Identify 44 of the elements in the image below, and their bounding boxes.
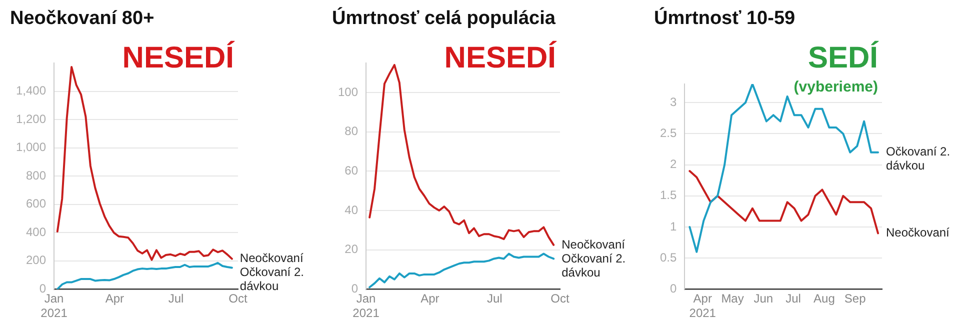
y-tick-label: 3 (670, 94, 677, 109)
series-label: Očkovaní 2. dávkou (886, 144, 950, 173)
y-tick-label: 80 (344, 124, 358, 138)
x-tick-label: Aug (814, 292, 835, 306)
y-tick-label: 600 (26, 196, 46, 211)
y-tick-label: 40 (344, 202, 358, 217)
series-label: Neočkovaní (562, 237, 626, 252)
y-tick-label: 800 (26, 168, 46, 182)
x-tick-label: May (721, 292, 744, 306)
y-tick-label: 2 (670, 157, 677, 172)
y-tick-label: 1,400 (16, 84, 46, 98)
chart-title: Úmrtnosť celá populácia (331, 8, 556, 31)
series-label: Neočkovaní (240, 251, 304, 266)
series-label: Neočkovaní (886, 226, 950, 240)
x-tick-label: Jul (786, 292, 801, 306)
chart-title: Úmrtnosť 10-59 (653, 8, 796, 31)
x-tick-label: Apr 2021 (689, 292, 716, 320)
y-tick-label: 200 (26, 253, 46, 268)
text: SEDÍ (808, 40, 879, 74)
x-tick-label: Jul (486, 292, 502, 306)
x-tick-label: Apr (105, 292, 124, 306)
series-label: Očkovaní 2. dávkou (240, 265, 304, 294)
y-tick-label: 20 (344, 242, 358, 256)
chart-title: Neočkovaní 80+ (9, 8, 156, 31)
y-tick-label: 400 (26, 224, 46, 239)
y-tick-label: 1,200 (16, 112, 46, 126)
y-tick-label: 0 (670, 282, 677, 296)
annotation: NESEDÍ (444, 40, 557, 74)
y-tick-label: 1.5 (660, 188, 677, 202)
y-tick-label: 1 (670, 219, 677, 234)
y-tick-label: 60 (344, 163, 358, 178)
x-tick-label: Jul (168, 292, 184, 306)
annotation: NESEDÍ (122, 40, 235, 74)
x-tick-label: Oct (228, 292, 248, 306)
x-tick-label: Jun (754, 292, 774, 306)
annotation: (vyberieme) (794, 78, 878, 96)
x-tick-label: Oct (550, 292, 570, 306)
x-tick-label: Sep (844, 292, 866, 306)
y-tick-label: 1,000 (16, 140, 46, 154)
x-tick-label: Apr (420, 292, 440, 306)
y-tick-label: 0.5 (660, 250, 677, 264)
series-label: Očkovaní 2. dávkou (562, 251, 626, 280)
y-tick-label: 100 (338, 84, 358, 99)
y-tick-label: 2.5 (660, 126, 677, 140)
